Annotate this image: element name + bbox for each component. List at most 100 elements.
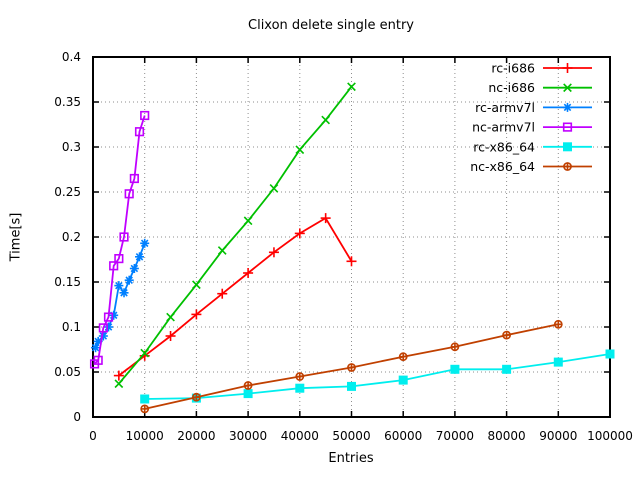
data-point-marker [347, 363, 356, 372]
series-line [118, 216, 353, 377]
marker-shape [502, 330, 511, 340]
legend-item-rc-x86_64: rc-x86_64 [473, 139, 592, 154]
series-line [118, 86, 353, 385]
data-point-marker [165, 331, 176, 341]
legend-item-nc-x86_64: nc-x86_64 [470, 159, 592, 174]
data-point-marker [269, 184, 279, 193]
x-tick-label: 100000 [587, 429, 633, 443]
data-point-marker [217, 288, 228, 299]
marker-stroke [563, 103, 572, 112]
marker-shape [129, 173, 139, 184]
plot-border [92, 56, 611, 418]
data-point-marker [268, 247, 279, 258]
data-point-marker [295, 145, 305, 155]
legend-label: nc-x86_64 [470, 159, 535, 174]
marker-stroke [243, 216, 253, 226]
marker-stroke [321, 115, 331, 125]
data-point-marker [129, 264, 139, 273]
marker-shape [347, 363, 356, 372]
marker-shape [398, 352, 408, 362]
data-point-marker [347, 82, 356, 92]
data-point-marker [140, 348, 150, 358]
data-point-marker [140, 404, 150, 414]
series-line [144, 353, 611, 400]
marker-stroke [217, 246, 227, 255]
marker-shape [605, 349, 615, 359]
data-point-marker [113, 370, 124, 381]
legend-item-rc-armv7l: rc-armv7l [475, 100, 592, 115]
marker-shape [295, 383, 305, 393]
data-point-marker [98, 323, 108, 333]
marker-stroke [347, 82, 356, 92]
data-point-marker [243, 381, 253, 390]
y-tick-label: 0.15 [54, 275, 81, 289]
data-point-marker [243, 268, 254, 278]
marker-stroke [125, 276, 133, 284]
data-point-marker [129, 173, 139, 184]
data-point-marker [192, 280, 201, 290]
legend-item-nc-armv7l: nc-armv7l [472, 120, 592, 135]
x-tick-label: 70000 [436, 429, 474, 443]
y-tick-label: 0 [73, 410, 81, 424]
series-nc-armv7l [89, 110, 150, 369]
legend-marker [563, 142, 572, 152]
data-point-marker [135, 252, 145, 262]
data-point-marker [502, 364, 512, 374]
marker-shape [553, 357, 563, 367]
y-tick-label: 0.35 [54, 95, 81, 109]
x-tick-label: 50000 [332, 429, 370, 443]
marker-shape [93, 355, 103, 365]
marker-stroke [120, 289, 128, 297]
data-point-marker [321, 115, 331, 125]
data-point-marker [93, 355, 103, 365]
marker-shape [243, 389, 253, 399]
marker-shape [295, 372, 305, 381]
marker-shape [140, 404, 150, 414]
data-point-marker [166, 312, 175, 322]
data-point-marker [191, 309, 202, 320]
data-point-marker [295, 372, 305, 381]
data-point-marker [140, 394, 150, 404]
data-point-marker [502, 330, 511, 340]
marker-stroke [563, 83, 572, 93]
legend-label: rc-x86_64 [473, 139, 535, 154]
legend-marker [563, 162, 572, 171]
data-point-marker [553, 357, 563, 367]
marker-shape [98, 323, 108, 333]
legend-marker [562, 63, 573, 73]
marker-shape [134, 127, 145, 137]
series-line [93, 115, 146, 365]
data-point-marker [398, 352, 408, 362]
data-point-marker [119, 232, 129, 242]
data-point-marker [114, 254, 124, 264]
marker-stroke [166, 312, 175, 322]
data-point-marker [134, 127, 145, 137]
marker-shape [562, 122, 573, 132]
marker-shape [140, 110, 150, 121]
marker-shape [398, 375, 408, 385]
data-point-marker [605, 349, 615, 359]
marker-shape [563, 162, 572, 171]
data-point-marker [398, 375, 408, 385]
y-tick-label: 0.3 [62, 140, 81, 154]
y-tick-label: 0.05 [54, 365, 81, 379]
legend: rc-i686 nc-i686 rc-armv7l nc-armv7l rc-x86_6… [470, 61, 592, 174]
x-axis-title: Entries [328, 451, 374, 466]
data-point-marker [119, 288, 129, 298]
data-point-marker [347, 381, 356, 391]
y-tick-label: 0.25 [54, 185, 81, 199]
marker-shape [103, 312, 114, 322]
marker-stroke [295, 145, 305, 155]
data-point-marker [191, 392, 201, 402]
marker-shape [563, 142, 572, 152]
data-point-marker [124, 189, 134, 199]
data-point-marker [124, 275, 134, 285]
legend-item-nc-i686: nc-i686 [488, 80, 592, 95]
marker-shape [450, 364, 460, 374]
marker-stroke [135, 253, 144, 261]
data-point-marker [217, 246, 227, 255]
marker-shape [119, 232, 129, 242]
marker-shape [109, 261, 119, 271]
data-point-marker [140, 238, 150, 248]
